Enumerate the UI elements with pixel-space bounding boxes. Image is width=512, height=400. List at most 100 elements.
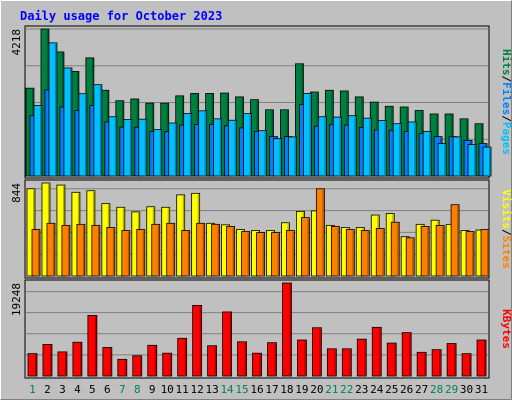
legend-part-hits: Hits — [500, 49, 512, 76]
bar-hits-pages-day-19 — [303, 93, 312, 177]
bar-visits-sites-day-11 — [181, 230, 191, 277]
bar-kbytes-kbytes-day-23 — [356, 338, 367, 377]
bar-kbytes-kbytes-day-11 — [177, 337, 188, 377]
x-tick-day-12: 12 — [191, 383, 204, 396]
bar-visits-sites-day-19 — [301, 217, 310, 277]
bar-kbytes-kbytes-day-13 — [207, 345, 218, 377]
bar-shade-pages-day-16 — [264, 131, 267, 176]
x-tick-day-9: 9 — [149, 383, 156, 396]
bar-shade-pages-day-20 — [324, 117, 326, 176]
bar-shade-sites-day-20 — [322, 189, 324, 276]
bar-hits-pages-day-31 — [482, 146, 492, 177]
x-tick-day-19: 19 — [295, 383, 308, 396]
bar-kbytes-kbytes-day-26 — [401, 332, 412, 377]
bar-visits-sites-day-9 — [151, 223, 161, 277]
bar-shade-sites-day-7 — [127, 231, 130, 276]
bar-shade-pages-day-10 — [174, 124, 177, 176]
x-tick-day-24: 24 — [370, 383, 384, 396]
bar-hits-pages-day-14 — [228, 119, 237, 177]
bar-hits-pages-day-21 — [332, 116, 342, 177]
bar-shade-pages-day-18 — [294, 137, 296, 176]
bar-kbytes-kbytes-day-1 — [27, 353, 38, 377]
bar-visits-sites-day-20 — [315, 188, 325, 277]
bar-shade-kbytes-day-1 — [35, 354, 37, 376]
bar-hits-pages-day-24 — [377, 120, 387, 177]
bar-visits-sites-day-26 — [405, 237, 415, 277]
x-tick-day-28: 28 — [430, 383, 443, 396]
x-tick-day-13: 13 — [205, 383, 218, 396]
bar-hits-pages-day-18 — [288, 136, 297, 177]
bar-shade-sites-day-30 — [472, 232, 474, 276]
bar-kbytes-kbytes-day-16 — [252, 352, 262, 377]
bar-shade-sites-day-15 — [247, 232, 250, 276]
bar-hits-pages-day-15 — [243, 113, 252, 177]
bar-shade-pages-day-1 — [40, 106, 42, 176]
x-tick-day-16: 16 — [250, 383, 263, 396]
bar-hits-pages-day-26 — [407, 121, 417, 177]
bar-shade-sites-day-29 — [457, 205, 459, 276]
bar-visits-sites-day-29 — [450, 204, 460, 277]
bar-hits-pages-day-12 — [198, 110, 208, 177]
bar-visits-sites-day-15 — [241, 231, 250, 277]
bar-visits-sites-day-31 — [480, 229, 490, 277]
panel-visits-ymax-label: 844 — [10, 183, 23, 203]
bar-shade-pages-day-30 — [474, 145, 476, 176]
bar-hits-pages-day-2 — [48, 42, 58, 177]
bar-shade-sites-day-28 — [442, 226, 444, 276]
bar-hits-pages-day-28 — [437, 143, 447, 177]
bar-visits-sites-day-22 — [345, 229, 355, 277]
bar-kbytes-kbytes-day-7 — [117, 358, 128, 377]
bar-shade-pages-day-8 — [144, 120, 147, 176]
legend-part-files: Files — [500, 82, 512, 115]
legend-part-sites: Sites — [500, 236, 512, 269]
x-tick-day-7: 7 — [119, 383, 126, 396]
bar-kbytes-kbytes-day-27 — [416, 351, 427, 377]
x-tick-day-2: 2 — [44, 383, 51, 396]
bar-visits-sites-day-10 — [166, 222, 176, 277]
bar-shade-pages-day-3 — [69, 68, 72, 176]
bar-shade-sites-day-13 — [217, 225, 220, 276]
bar-shade-pages-day-17 — [279, 139, 281, 176]
legend-part-slash: / — [500, 76, 512, 83]
bar-shade-kbytes-day-18 — [289, 284, 291, 376]
bar-visits-sites-day-13 — [211, 223, 221, 277]
legend-part-slash: / — [500, 115, 512, 122]
bar-hits-pages-day-4 — [78, 93, 88, 177]
legend-part-slash: / — [500, 229, 512, 236]
bar-shade-pages-day-31 — [489, 148, 491, 176]
bar-hits-pages-day-16 — [258, 130, 267, 177]
bar-shade-kbytes-day-2 — [49, 345, 52, 376]
bar-shade-kbytes-day-4 — [79, 343, 82, 376]
bar-hits-pages-day-10 — [168, 122, 178, 177]
bar-visits-sites-day-6 — [106, 227, 116, 277]
bar-shade-pages-day-29 — [459, 137, 461, 176]
bar-kbytes-kbytes-day-2 — [42, 344, 53, 377]
bar-hits-pages-day-23 — [362, 117, 372, 177]
bar-shade-sites-day-24 — [382, 229, 384, 276]
bar-shade-pages-day-15 — [249, 114, 252, 176]
bar-shade-sites-day-18 — [292, 231, 294, 276]
x-tick-day-10: 10 — [161, 383, 174, 396]
bar-hits-pages-day-9 — [153, 129, 163, 177]
x-tick-day-27: 27 — [415, 383, 428, 396]
bar-kbytes-kbytes-day-22 — [341, 348, 352, 377]
bar-shade-kbytes-day-10 — [169, 354, 172, 376]
bar-visits-sites-day-27 — [420, 225, 430, 277]
bar-shade-sites-day-1 — [38, 230, 40, 276]
x-tick-day-23: 23 — [355, 383, 368, 396]
bar-kbytes-kbytes-day-20 — [311, 327, 322, 377]
bar-shade-pages-day-14 — [234, 121, 237, 176]
bar-kbytes-kbytes-day-30 — [461, 353, 472, 377]
bar-visits-sites-day-30 — [465, 231, 475, 277]
bar-shade-pages-day-13 — [219, 119, 222, 176]
legend-part-visits: Visits — [500, 189, 512, 229]
bar-kbytes-kbytes-day-4 — [72, 341, 83, 377]
bar-visits-sites-day-14 — [226, 225, 235, 277]
bar-visits-sites-day-1 — [31, 229, 41, 277]
bar-shade-kbytes-day-5 — [94, 316, 97, 376]
legend-part-kbytes: KBytes — [500, 309, 512, 349]
bar-kbytes-kbytes-day-31 — [476, 339, 487, 377]
bar-visits-sites-day-3 — [61, 224, 71, 277]
bar-shade-pages-day-26 — [414, 122, 416, 176]
